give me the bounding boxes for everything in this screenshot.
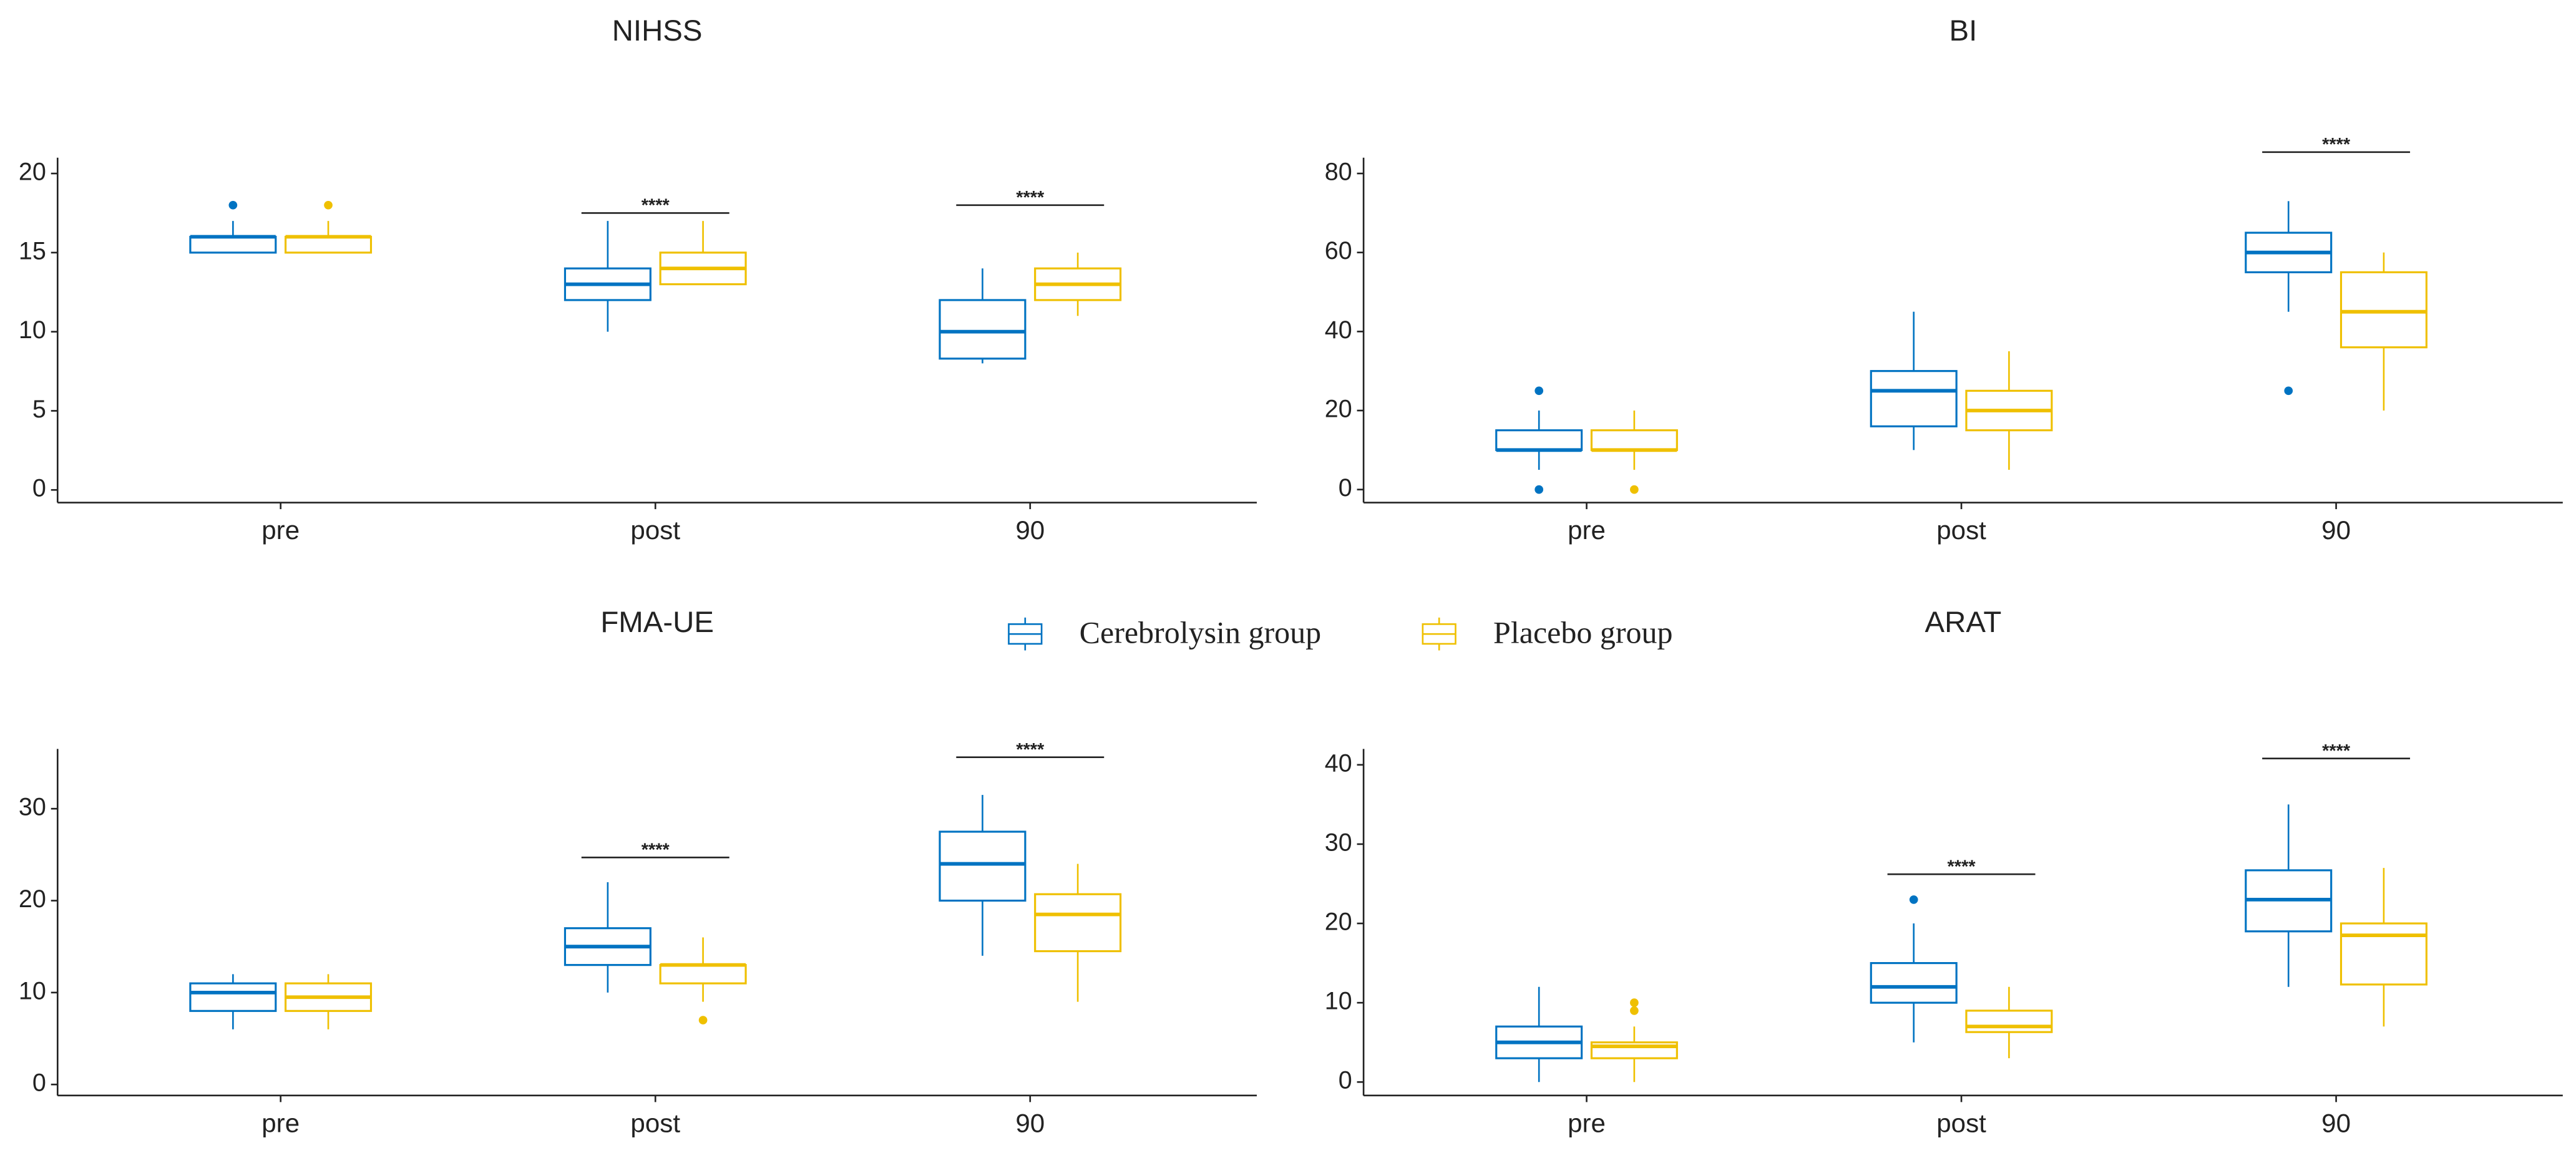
x-tick-label: pre <box>1568 515 1606 545</box>
legend: Cerebrolysin group Placebo group <box>1008 615 1672 651</box>
box <box>1495 429 1583 451</box>
outlier <box>324 200 333 210</box>
x-tick-label: 90 <box>1015 1108 1045 1137</box>
y-tick-label: 40 <box>1325 316 1352 344</box>
box <box>1870 370 1958 427</box>
significance-label: **** <box>2322 135 2351 155</box>
box <box>189 982 277 1012</box>
panel-title: ARAT <box>1925 606 2002 639</box>
y-tick-label: 15 <box>19 237 46 265</box>
y-tick-label: 10 <box>1325 988 1352 1015</box>
box <box>189 235 277 254</box>
panel-title: FMA-UE <box>600 606 714 639</box>
box <box>1590 1041 1678 1059</box>
outlier <box>1534 386 1544 396</box>
outlier <box>1630 998 1639 1007</box>
outlier <box>1630 1006 1639 1015</box>
significance-label: **** <box>2322 741 2351 761</box>
box <box>1965 1009 2053 1033</box>
outlier <box>1909 895 1918 904</box>
y-tick-label: 30 <box>19 794 46 821</box>
box <box>2339 922 2427 986</box>
box <box>1034 893 1122 953</box>
panel-title: NIHSS <box>612 14 703 47</box>
box <box>939 299 1027 360</box>
box <box>1870 962 1958 1004</box>
panel-title: BI <box>1949 14 1978 47</box>
y-tick-label: 0 <box>1339 474 1352 502</box>
x-tick-label: post <box>630 1108 680 1137</box>
box <box>2339 271 2427 349</box>
y-tick-label: 20 <box>19 885 46 913</box>
panel: NIHSS 0 5 10 15 20 pre post 90 **** **** <box>19 14 1257 545</box>
significance-label: **** <box>1016 188 1045 208</box>
panel: FMA-UE 0 10 20 30 pre post 90 **** **** <box>19 606 1257 1137</box>
y-tick-label: 20 <box>1325 395 1352 422</box>
x-tick-label: 90 <box>2321 515 2351 545</box>
outlier <box>1630 485 1639 494</box>
y-tick-label: 60 <box>1325 237 1352 265</box>
box <box>1590 429 1678 451</box>
legend-label: Cerebrolysin group <box>1080 615 1321 649</box>
y-tick-label: 0 <box>32 475 46 502</box>
box <box>659 964 747 985</box>
y-tick-label: 10 <box>19 977 46 1005</box>
significance-label: **** <box>642 196 670 216</box>
y-tick-label: 10 <box>19 316 46 344</box>
x-tick-label: post <box>630 515 680 545</box>
significance-label: **** <box>1948 857 1976 877</box>
y-tick-label: 30 <box>1325 829 1352 856</box>
outlier <box>1534 485 1544 494</box>
significance-label: **** <box>642 840 670 860</box>
x-tick-label: pre <box>261 1108 300 1137</box>
x-tick-label: post <box>1936 515 1986 545</box>
box <box>285 235 373 254</box>
y-tick-label: 20 <box>1325 908 1352 935</box>
significance-label: **** <box>1016 740 1045 760</box>
outlier <box>228 200 238 210</box>
legend-label: Placebo group <box>1493 615 1672 649</box>
y-tick-label: 5 <box>32 396 46 423</box>
x-tick-label: pre <box>1568 1108 1606 1137</box>
y-tick-label: 0 <box>1339 1067 1352 1094</box>
x-tick-label: 90 <box>1015 515 1045 545</box>
x-tick-label: post <box>1936 1108 1986 1137</box>
outlier <box>698 1016 708 1024</box>
panel: ARAT 0 10 20 30 40 pre post 90 **** **** <box>1325 606 2563 1137</box>
panel: BI 0 20 40 60 80 pre post 90 **** <box>1325 14 2563 545</box>
outlier <box>2284 386 2293 396</box>
y-tick-label: 0 <box>32 1069 46 1097</box>
box <box>939 830 1027 902</box>
x-tick-label: pre <box>261 515 300 545</box>
x-tick-label: 90 <box>2321 1108 2351 1137</box>
y-tick-label: 20 <box>19 158 46 185</box>
y-tick-label: 80 <box>1325 158 1352 185</box>
y-tick-label: 40 <box>1325 749 1352 777</box>
